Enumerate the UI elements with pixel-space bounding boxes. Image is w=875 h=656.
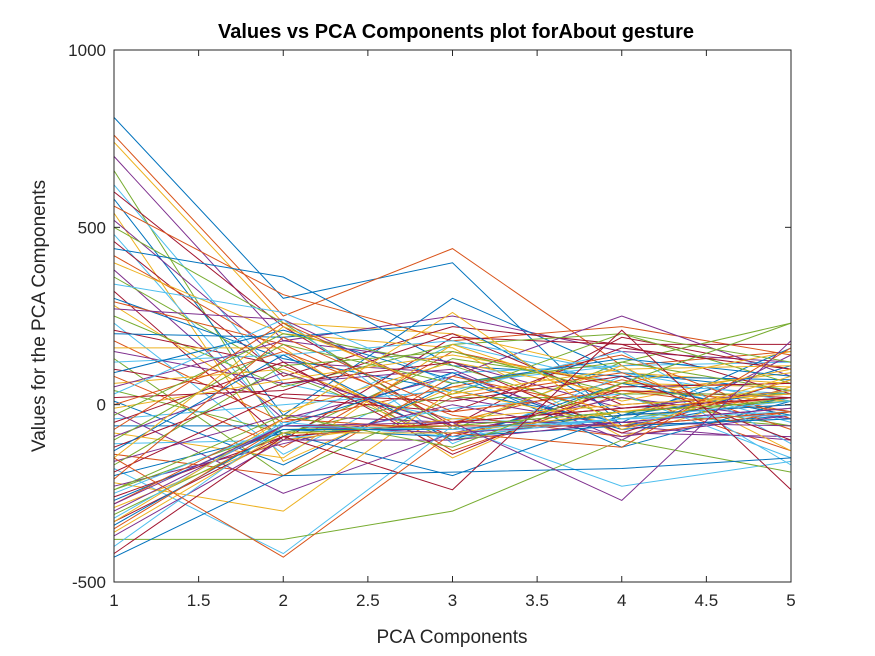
series-line	[113, 198, 792, 416]
series-line	[113, 361, 792, 448]
x-tick-label: 4	[617, 591, 626, 610]
series-line	[113, 350, 791, 466]
series-line	[113, 326, 792, 459]
series-line	[113, 241, 791, 377]
series-line	[113, 290, 792, 441]
x-tick-label: 1	[109, 591, 118, 610]
series-line	[113, 404, 792, 487]
series-line	[113, 343, 792, 441]
series-line	[113, 322, 792, 491]
series-line	[113, 457, 792, 558]
series-line	[113, 329, 792, 555]
series-line	[113, 340, 792, 505]
series-line	[113, 407, 792, 537]
series-line	[114, 439, 792, 540]
chart-title: Values vs PCA Components plot forAbout g…	[218, 21, 694, 43]
series-lines	[113, 117, 792, 558]
y-tick-label: 0	[97, 396, 106, 415]
series-line	[113, 311, 792, 523]
x-tick-label: 2	[279, 591, 288, 610]
plot-area: 1 1.5 2 2.5 3 3.5 4 4.5 5 -500 0 500 1000	[68, 41, 796, 610]
x-tick-label: 3.5	[525, 591, 549, 610]
series-line	[113, 340, 792, 423]
series-line	[113, 393, 792, 508]
x-tick-label: 1.5	[187, 591, 211, 610]
x-axis-label: PCA Components	[376, 627, 527, 648]
x-tick-label: 5	[786, 591, 795, 610]
y-tick-label: -500	[72, 573, 106, 592]
series-line	[113, 375, 792, 512]
x-axis-ticks: 1 1.5 2 2.5 3 3.5 4 4.5 5	[109, 50, 796, 610]
x-tick-label: 4.5	[695, 591, 719, 610]
y-tick-label: 1000	[68, 41, 106, 60]
x-tick-label: 2.5	[356, 591, 380, 610]
y-tick-label: 500	[78, 218, 106, 237]
series-line	[113, 322, 792, 416]
series-line	[113, 351, 792, 409]
series-line	[113, 322, 792, 430]
series-line	[113, 411, 792, 530]
y-axis-label: Values for the PCA Components	[29, 180, 50, 452]
series-line	[113, 361, 792, 455]
series-line	[113, 336, 792, 480]
series-line	[113, 347, 792, 558]
x-tick-label: 3	[448, 591, 457, 610]
series-line	[114, 372, 792, 448]
series-line	[113, 350, 792, 438]
y-axis-ticks: -500 0 500 1000	[68, 41, 791, 592]
series-line	[114, 347, 792, 459]
series-line	[113, 262, 792, 438]
